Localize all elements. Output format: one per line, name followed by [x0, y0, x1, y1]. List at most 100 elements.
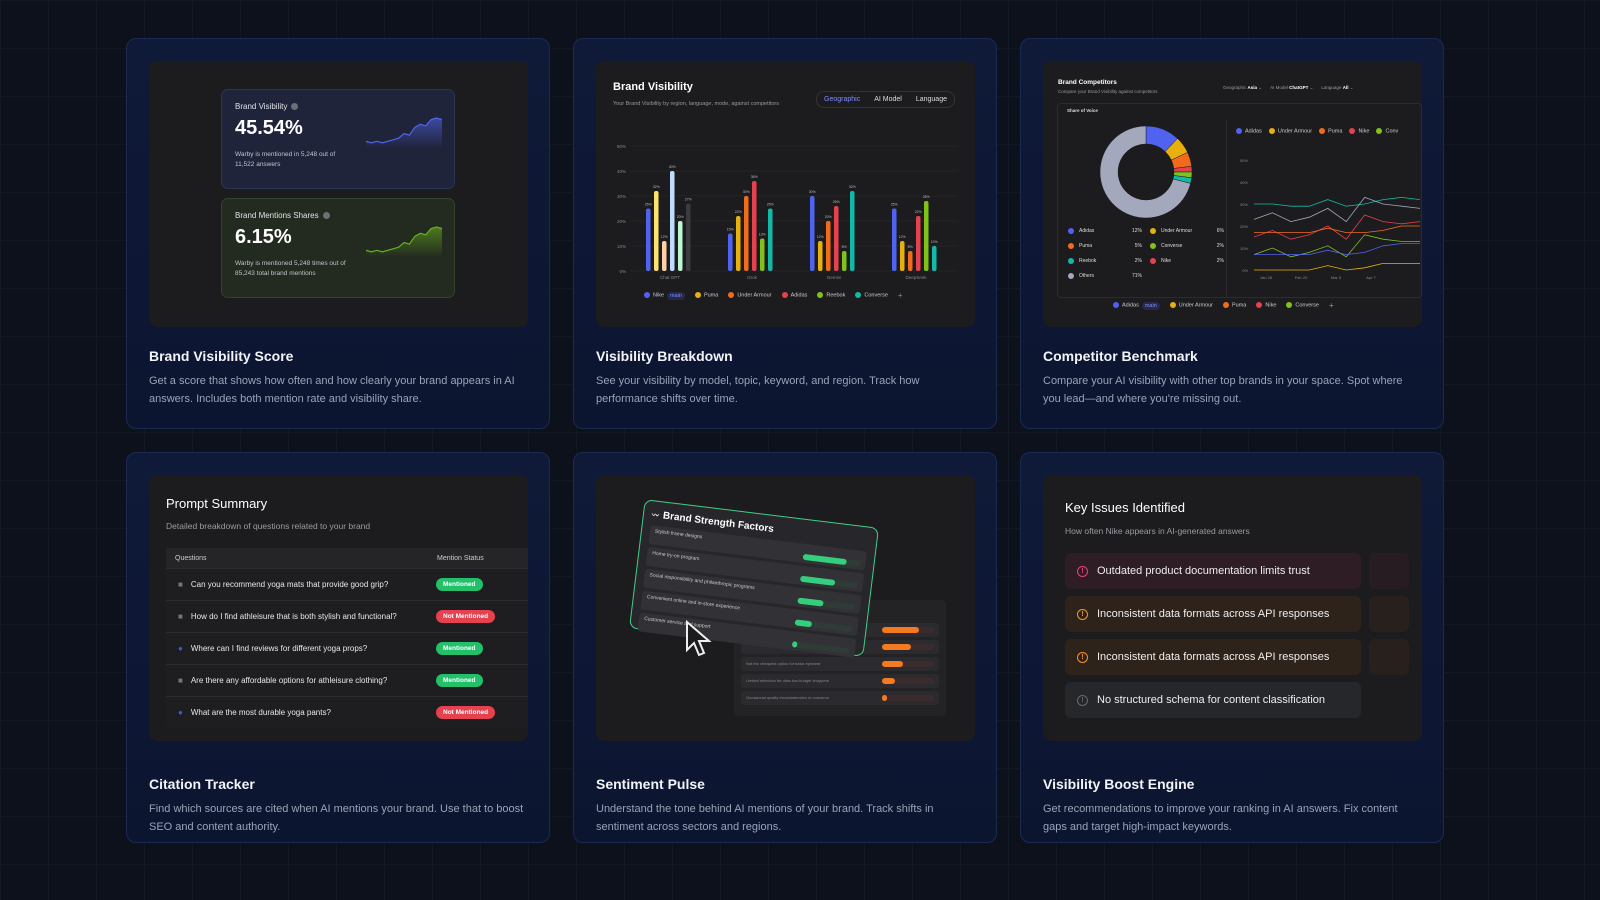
legend-item[interactable]: Nike main [644, 291, 685, 300]
bar-label: 25% [645, 203, 652, 207]
tab-language[interactable]: Language [915, 96, 947, 103]
bar [810, 196, 815, 271]
table-row[interactable]: ● Where can I find reviews for different … [166, 632, 528, 664]
weakness-label: Limited selection for ultra-low-budget s… [746, 678, 829, 683]
bar [818, 241, 823, 271]
widget-title: Brand Mentions Shares [235, 211, 319, 220]
bar [646, 208, 651, 271]
donut-legend-item[interactable]: Puma 5% [1068, 243, 1142, 249]
factor-progress-fill [797, 597, 824, 607]
factor-progress [797, 597, 856, 611]
slice-value: 2% [1134, 258, 1142, 264]
donut-legend-item[interactable]: Converse 2% [1150, 243, 1224, 249]
bar [670, 171, 675, 271]
legend-item[interactable]: Nike [1349, 128, 1369, 134]
donut-legend-item[interactable]: Adidas 12% [1068, 228, 1142, 234]
x-tick-label: DeepSeek [905, 275, 927, 280]
table-row[interactable]: ■ How do I find athleisure that is both s… [166, 600, 528, 632]
weakness-progress [882, 627, 934, 633]
filter-language[interactable]: Language All ⌄ [1321, 85, 1354, 90]
factor-progress [794, 619, 853, 633]
add-competitor-button[interactable]: + [1328, 301, 1334, 310]
legend-item[interactable]: Under Armour [1169, 302, 1213, 309]
legend-item[interactable]: Adidas main [1113, 301, 1160, 310]
bar-label: 22% [735, 210, 742, 214]
card-description: Get recommendations to improve your rank… [1043, 803, 1398, 833]
competitor-legend: Adidas main Under Armour Puma Nike Converse + [1113, 301, 1334, 310]
widget-detail: Warby is mentioned 5,248 times out of 85… [235, 260, 346, 277]
legend-dot [1169, 302, 1176, 309]
legend-item[interactable]: Reebok [817, 292, 845, 299]
tab-geographic[interactable]: Geographic [824, 96, 861, 103]
legend-dot [781, 292, 788, 299]
legend-item[interactable]: Adidas [781, 292, 807, 299]
y-tick-label: 0% [619, 269, 626, 274]
donut-legend-item[interactable]: Nike 2% [1150, 258, 1224, 264]
issue-item[interactable]: ! Inconsistent data formats across API re… [1065, 596, 1361, 632]
y-tick-label: 40% [1240, 180, 1248, 185]
legend-item[interactable]: Adidas [1236, 128, 1262, 134]
bar [678, 221, 683, 271]
legend-check-icon [1236, 128, 1242, 134]
table-row[interactable]: ■ Can you recommend yoga mats that provid… [166, 568, 528, 600]
issue-item[interactable]: ! Outdated product documentation limits t… [1065, 553, 1361, 589]
issue-text: No structured schema for content classif… [1097, 694, 1326, 706]
issue-detail-placeholder [1369, 553, 1409, 589]
donut-legend-item[interactable]: Reebok 2% [1068, 258, 1142, 264]
legend-item[interactable]: Under Armour [1268, 128, 1312, 134]
panel-title: Brand Competitors [1058, 79, 1117, 86]
issue-detail-placeholder [1369, 639, 1409, 675]
bar-label: 12% [661, 235, 668, 239]
x-tick-label: Chat GPT [660, 275, 680, 280]
table-row[interactable]: ● What are the most durable yoga pants? No… [166, 696, 528, 728]
robot-icon: ■ [178, 676, 183, 685]
bar-label: 32% [849, 185, 856, 189]
filter-geographic[interactable]: Geographic Asia ⌄ [1223, 85, 1263, 90]
preview-panel: Key Issues Identified How often Nike app… [1043, 475, 1422, 741]
legend-item[interactable]: Under Armour [728, 292, 772, 299]
series-line [1254, 243, 1420, 256]
table-row[interactable]: ■ Are there any affordable options for at… [166, 664, 528, 696]
brand-strength-card: 〰 Brand Strength Factors Stylish frame de… [628, 499, 880, 658]
series-line [1254, 263, 1420, 271]
x-tick-label: Mar 5 [1331, 275, 1342, 280]
legend-item[interactable]: Puma [1223, 302, 1246, 309]
legend-dot [1068, 243, 1074, 249]
slice-value: 6% [1216, 228, 1224, 234]
legend-item[interactable]: Converse [855, 292, 888, 299]
legend-item[interactable]: Converse [1286, 302, 1319, 309]
card-title: Brand Visibility Score [149, 348, 294, 364]
widget-detail: Warby is mentioned in 5,248 out of 11,52… [235, 151, 336, 168]
widget-value: 6.15% [235, 226, 292, 248]
issue-item[interactable]: ! No structured schema for content classi… [1065, 682, 1361, 718]
add-series-button[interactable]: + [897, 291, 903, 300]
panel-subtitle: How often Nike appears in AI-generated a… [1065, 526, 1250, 536]
tab-ai-model[interactable]: AI Model [874, 96, 902, 103]
prompts-table: Questions Mention Status ■ Can you recomme… [166, 548, 528, 728]
chart-title: Brand Visibility [613, 81, 693, 93]
slice-value: 71% [1131, 273, 1142, 279]
info-icon[interactable] [291, 103, 299, 111]
issue-item[interactable]: ! Inconsistent data formats across API re… [1065, 639, 1361, 675]
legend-item[interactable]: Conv [1376, 128, 1398, 134]
x-tick-label: Feb 20 [1295, 275, 1308, 280]
filter-ai-model[interactable]: AI Model ChatGPT ⌄ [1270, 85, 1314, 90]
bar [924, 201, 929, 271]
weakness-progress-fill [882, 678, 895, 684]
weakness-progress [882, 695, 934, 701]
legend-dot [728, 292, 735, 299]
legend-item[interactable]: Nike [1256, 302, 1276, 309]
donut-legend-item[interactable]: Under Armour 6% [1150, 228, 1224, 234]
bar [932, 246, 937, 271]
weakness-progress [882, 661, 934, 667]
legend-item[interactable]: Puma [1319, 128, 1342, 134]
legend-item[interactable]: Puma [694, 292, 718, 299]
cursor-icon [686, 620, 712, 657]
legend-dot [1150, 243, 1156, 249]
info-icon[interactable] [322, 212, 330, 220]
donut-legend-item[interactable]: Others 71% [1068, 273, 1142, 279]
preview-panel: Brand Visibility 45.54% Warby is mention… [149, 61, 528, 327]
x-tick-label: Gemini [827, 275, 841, 280]
card-visibility-boost-engine: Key Issues Identified How often Nike app… [1020, 452, 1444, 843]
brand-visibility-widget: Brand Visibility 45.54% Warby is mention… [221, 89, 455, 189]
